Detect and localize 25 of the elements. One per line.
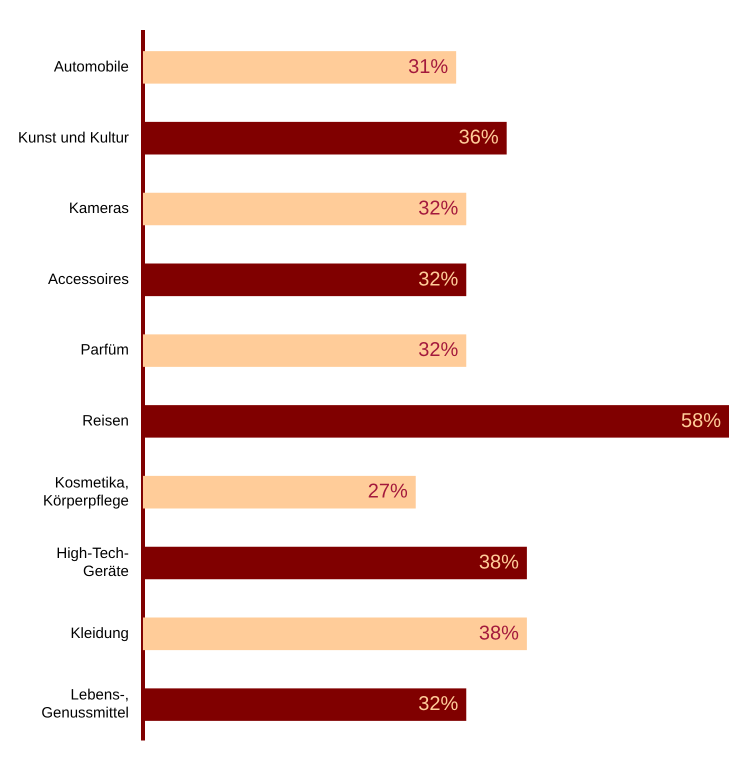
y-tick-label: Automobile: [54, 58, 129, 76]
y-tick-label: Reisen: [82, 412, 129, 430]
y-tick-label: Kosmetika, Körperpflege: [42, 474, 129, 510]
data-label: 38%: [478, 552, 520, 574]
data-label: 58%: [680, 410, 722, 432]
data-label: 32%: [418, 268, 458, 290]
data-label: 32%: [418, 198, 458, 220]
bar: [142, 476, 416, 508]
y-tick-label: Parfüm: [80, 342, 129, 359]
data-label: 36%: [458, 126, 499, 149]
bar: [142, 618, 527, 650]
data-label: 38%: [478, 622, 520, 644]
y-tick-label: Lebens-, Genussmittel: [41, 686, 129, 722]
bar: [142, 51, 456, 84]
data-label: 32%: [418, 339, 458, 362]
data-label: 27%: [368, 480, 408, 503]
data-label: 31%: [408, 56, 448, 78]
data-label: 32%: [418, 693, 458, 716]
y-tick-label: Kleidung: [70, 624, 129, 642]
y-tick-label: Accessoires: [48, 270, 129, 288]
bar: [142, 334, 466, 367]
y-tick-label: Kunst und Kultur: [18, 129, 129, 146]
bar: [142, 192, 466, 226]
y-tick-label: High-Tech-Geräte: [56, 545, 129, 580]
y-tick-label: Kameras: [68, 200, 129, 218]
